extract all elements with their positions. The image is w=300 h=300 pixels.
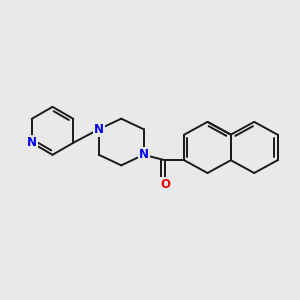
Text: N: N: [139, 148, 148, 161]
Text: O: O: [160, 178, 170, 191]
Text: N: N: [94, 123, 104, 136]
Text: N: N: [27, 136, 37, 149]
